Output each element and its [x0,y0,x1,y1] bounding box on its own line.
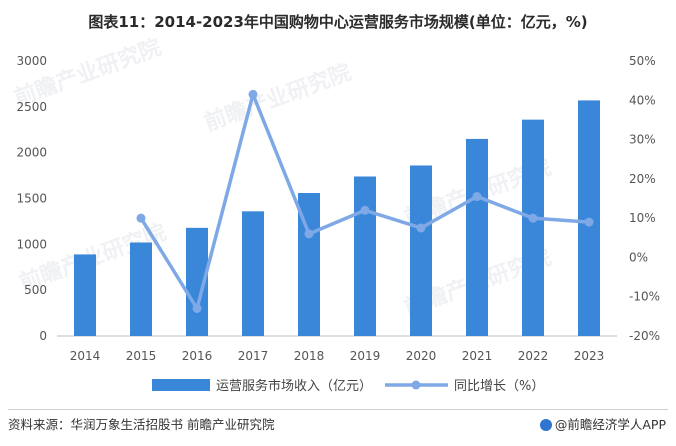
bar [410,165,432,336]
y-right-tick-label: 50% [629,54,656,68]
x-tick-label: 2023 [574,349,605,363]
bar [298,193,320,336]
y-right-tick-label: -10% [629,290,660,304]
chart-title: 图表11：2014-2023年中国购物中心运营服务市场规模(单位：亿元，%) [88,13,588,31]
growth-point [360,205,370,215]
y-right-tick-label: -20% [629,329,660,343]
x-tick-label: 2018 [294,349,325,363]
x-tick-label: 2019 [350,349,381,363]
growth-point [416,223,426,233]
footer-divider [8,409,668,410]
y-right-tick-label: 10% [629,211,656,225]
y-left-tick-label: 0 [39,329,47,343]
x-tick-label: 2014 [70,349,101,363]
x-tick-label: 2021 [462,349,493,363]
bar [186,227,208,336]
legend-swatch-bar [152,379,210,391]
x-tick-label: 2016 [182,349,213,363]
y-left-tick-label: 3000 [16,54,47,68]
y-left-tick-label: 2500 [16,100,47,114]
y-right-tick-label: 30% [629,133,656,147]
y-left-tick-label: 1000 [16,237,47,251]
brand-logo: @前瞻经济学人APP [539,414,666,433]
growth-point [136,213,146,223]
bar [130,242,152,336]
bar [354,176,376,336]
x-tick-label: 2022 [518,349,549,363]
y-left-tick-label: 2000 [16,146,47,160]
x-tick-label: 2020 [406,349,437,363]
source-note: 资料来源：华润万象生活招股书 前瞻产业研究院 [8,417,275,432]
legend-label-bar: 运营服务市场收入（亿元） [216,378,372,394]
bar [522,119,544,337]
growth-point [584,217,594,227]
x-tick-label: 2015 [126,349,157,363]
logo-icon [539,419,552,431]
y-right-tick-label: 20% [629,172,656,186]
legend-label-line: 同比增长（%） [454,379,544,394]
growth-point [472,192,482,202]
y-right-tick-label: 0% [629,250,648,264]
x-tick-label: 2017 [238,349,269,363]
growth-point [528,213,538,223]
legend-marker-line [411,380,421,390]
bar [242,211,264,336]
y-left-tick-label: 1500 [16,192,47,206]
combo-chart: 0 500 1000 1500 2000 2500 3000 -20% -10% 0% 10% 20%… [16,54,660,394]
growth-point [304,229,314,239]
bar [74,254,96,336]
growth-point [248,89,258,99]
growth-point [192,304,202,313]
y-left-tick-label: 500 [24,283,47,297]
bar [466,138,488,336]
logo-text: @前瞻经济学人APP [554,417,666,432]
y-right-tick-label: 40% [629,93,656,107]
